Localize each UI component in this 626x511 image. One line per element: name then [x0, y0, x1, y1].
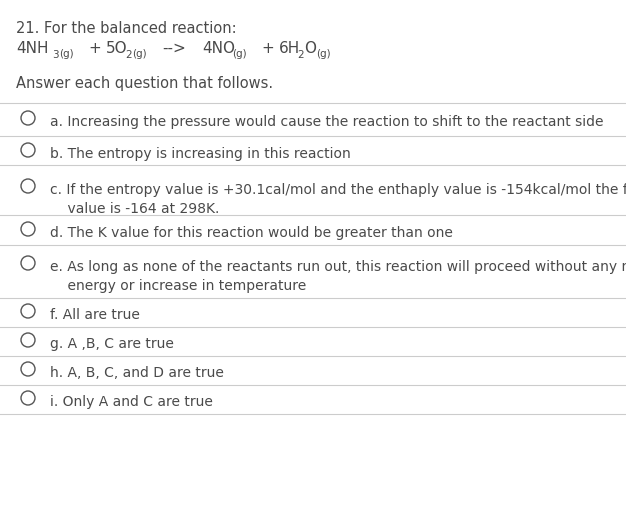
Text: 4NH: 4NH: [16, 41, 48, 56]
Text: +: +: [261, 41, 274, 56]
Text: c. If the entropy value is +30.1cal/mol and the enthaply value is -154kcal/mol t: c. If the entropy value is +30.1cal/mol …: [50, 183, 626, 216]
Text: e. As long as none of the reactants run out, this reaction will proceed without : e. As long as none of the reactants run …: [50, 260, 626, 293]
Text: (g): (g): [132, 49, 146, 59]
Text: +: +: [88, 41, 101, 56]
Text: 2: 2: [125, 50, 131, 60]
Text: a. Increasing the pressure would cause the reaction to shift to the reactant sid: a. Increasing the pressure would cause t…: [50, 115, 603, 129]
Text: g. A ,B, C are true: g. A ,B, C are true: [50, 337, 174, 351]
Text: O: O: [304, 41, 316, 56]
Text: 2: 2: [297, 50, 304, 60]
Text: 3: 3: [52, 50, 59, 60]
Text: 21. For the balanced reaction:: 21. For the balanced reaction:: [16, 21, 237, 36]
Text: 6H: 6H: [279, 41, 300, 56]
Text: d. The K value for this reaction would be greater than one: d. The K value for this reaction would b…: [50, 226, 453, 240]
Text: b. The entropy is increasing in this reaction: b. The entropy is increasing in this rea…: [50, 147, 351, 161]
Text: f. All are true: f. All are true: [50, 308, 140, 322]
Text: (g): (g): [232, 49, 247, 59]
Text: i. Only A and C are true: i. Only A and C are true: [50, 395, 213, 409]
Text: h. A, B, C, and D are true: h. A, B, C, and D are true: [50, 366, 224, 380]
Text: (g): (g): [316, 49, 331, 59]
Text: 4NO: 4NO: [202, 41, 235, 56]
Text: (g): (g): [59, 49, 74, 59]
Text: 5O: 5O: [106, 41, 128, 56]
Text: -->: -->: [162, 41, 186, 56]
Text: Answer each question that follows.: Answer each question that follows.: [16, 76, 273, 91]
